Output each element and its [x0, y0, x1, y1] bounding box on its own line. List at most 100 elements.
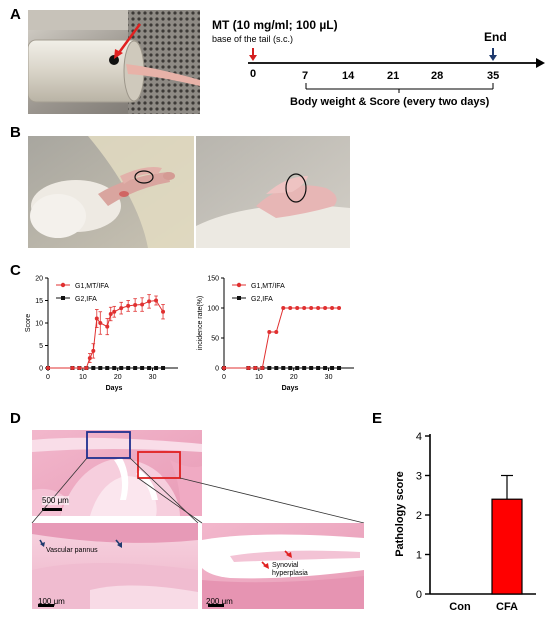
x-tick-label: 0 [46, 374, 50, 381]
incidence-chart-xlabel: Days [282, 385, 299, 392]
data-point [288, 366, 293, 370]
synovial-arrow-icon [263, 563, 269, 569]
timeline-diagram [248, 48, 545, 93]
score-chart-legend: G1,MT/IFA G2,IFA [56, 282, 109, 303]
data-point [281, 366, 286, 370]
synovial-arrow-icon [286, 552, 292, 558]
data-point [77, 366, 82, 370]
timeline-tick-28: 28 [431, 70, 444, 82]
data-point [87, 356, 92, 361]
data-point [323, 306, 328, 310]
data-point [140, 366, 145, 370]
pannus-arrow-icon [117, 542, 122, 548]
panel-label-b: B [10, 124, 21, 141]
incidence-chart-legend: G1,MT/IFA G2,IFA [232, 282, 285, 303]
data-point [105, 324, 110, 329]
data-point [295, 306, 300, 310]
data-point [154, 366, 159, 370]
data-point [133, 303, 138, 307]
legend-marker-g1 [236, 282, 242, 288]
data-point [274, 366, 279, 370]
y-tick-label: 15 [35, 298, 43, 305]
roi-box-blue [86, 431, 131, 459]
x-tick-label: 30 [325, 374, 333, 381]
legend-marker-g2 [237, 296, 241, 300]
data-point [295, 366, 300, 370]
data-point [94, 316, 99, 321]
data-point [91, 366, 96, 370]
y-tick-label: 5 [39, 343, 43, 350]
data-point [316, 306, 321, 310]
data-point [133, 366, 138, 370]
data-point [302, 306, 307, 310]
x-tick-label: 0 [222, 374, 226, 381]
pannus-arrow-icon [40, 542, 45, 547]
timeline-tick-7: 7 [302, 70, 309, 82]
data-point [330, 306, 335, 310]
timeline-tick-35: 35 [487, 70, 500, 82]
incidence-chart-ylabel: incidence rate(%) [197, 296, 204, 350]
roi-box-red [137, 451, 181, 479]
y-tick-label: 3 [416, 471, 422, 483]
x-category-label: CFA [496, 601, 518, 613]
timeline-end-label: End [484, 30, 507, 44]
mouse-paw-photo-right [196, 136, 350, 248]
data-point [119, 306, 124, 311]
x-tick-label: 30 [149, 374, 157, 381]
data-point [281, 306, 286, 310]
score-legend-g1: G1,MT/IFA [75, 283, 109, 290]
panel-label-a: A [10, 6, 21, 23]
data-point [337, 306, 342, 310]
data-point [98, 321, 103, 325]
histology-zoom-synovial [202, 523, 364, 609]
y-tick-label: 20 [35, 276, 43, 283]
data-point [253, 366, 258, 370]
incidence-legend-g1: G1,MT/IFA [251, 283, 285, 290]
panel-label-e: E [372, 410, 383, 427]
incidence-legend-g2: G2,IFA [251, 296, 273, 303]
histology-zoom-pannus [32, 523, 198, 609]
y-tick-label: 10 [35, 321, 43, 328]
score-chart-ylabel: Score [25, 314, 32, 332]
injection-photo [28, 10, 200, 114]
data-point [154, 298, 159, 303]
data-point [337, 366, 342, 370]
timeline-arrowhead-icon [536, 58, 545, 68]
data-point [330, 366, 335, 370]
score-chart: 0 5 10 15 20 0 10 20 30 Score Days G1,MT/IFA G2… [25, 276, 178, 392]
data-point [316, 366, 321, 370]
data-point [309, 306, 314, 310]
x-tick-label: 20 [114, 374, 122, 381]
bar-cfa [491, 498, 523, 595]
pathology-chart-ylabel: Pathology score [394, 471, 406, 557]
score-chart-axes [47, 278, 178, 369]
data-point [161, 309, 166, 314]
timeline-tick-0: 0 [250, 68, 257, 80]
x-category-label: Con [449, 601, 471, 613]
data-point [46, 366, 50, 370]
data-point [112, 309, 117, 314]
timeline-tick-21: 21 [387, 70, 400, 82]
data-point [222, 366, 226, 370]
y-tick-label: 100 [207, 306, 219, 313]
pathology-chart: 0 1 2 3 4 Con CFA Pathology score [394, 431, 536, 613]
panel-label-c: C [10, 262, 21, 279]
data-point [84, 366, 89, 370]
panel-label-d: D [10, 410, 21, 427]
end-arrow-icon [489, 55, 497, 61]
start-arrow-icon [249, 55, 257, 61]
data-point [105, 366, 110, 370]
x-tick-label: 20 [290, 374, 298, 381]
data-point [267, 366, 272, 370]
legend-marker-g2 [61, 296, 65, 300]
score-chart-xlabel: Days [106, 385, 123, 392]
y-tick-label: 0 [416, 589, 422, 601]
data-point [70, 366, 75, 370]
data-point [274, 330, 279, 334]
series-line [224, 307, 340, 369]
y-tick-label: 0 [39, 366, 43, 373]
data-point [108, 312, 113, 316]
series-line [48, 299, 164, 369]
legend-marker-g1 [60, 282, 66, 288]
data-point [112, 366, 117, 370]
